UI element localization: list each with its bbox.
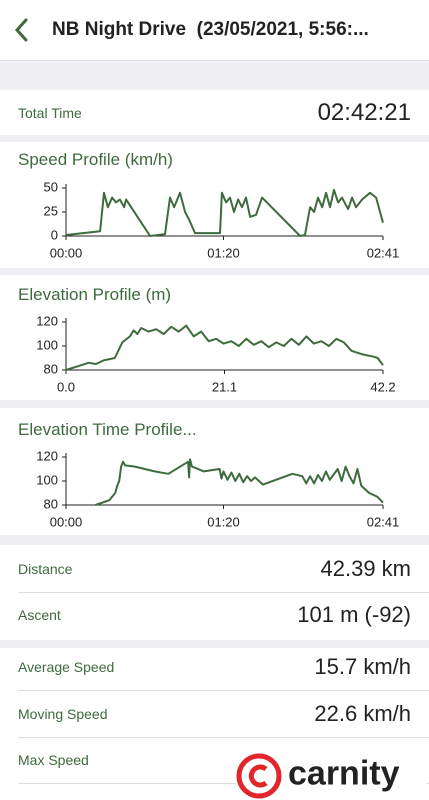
divider — [18, 783, 429, 784]
row-value: 101 m (-92) — [297, 602, 411, 627]
total-time-row: Total Time 02:42:21 — [0, 90, 429, 135]
distance-card: Distance 42.39 km Ascent 101 m (-92) — [0, 545, 429, 640]
divider — [18, 690, 429, 691]
row-label: Moving Speed — [18, 706, 108, 722]
divider — [18, 592, 429, 593]
row-value: 42.39 km — [320, 556, 412, 581]
nav-bar: NB Night Drive (23/05/2021, 5:56:... — [0, 0, 429, 61]
chart-title: Elevation Profile (m) — [18, 285, 172, 304]
back-button[interactable] — [8, 0, 38, 60]
row-label: Average Speed — [18, 659, 115, 675]
row-value: 22.6 km/h — [314, 701, 411, 726]
chart-title: Speed Profile (km/h) — [18, 150, 173, 169]
row-label: Distance — [18, 561, 73, 577]
row-value: 02:42:21 — [317, 99, 411, 126]
row-label: Ascent — [18, 607, 61, 623]
watermark: carnity — [236, 752, 426, 800]
nav-title: NB Night Drive (23/05/2021, 5:56:... — [52, 19, 369, 40]
speed-card: Average Speed 15.7 km/h Moving Speed 22.… — [0, 648, 429, 800]
chart-title: Elevation Time Profile... — [18, 420, 197, 439]
chart-card: Elevation Time Profile... — [0, 408, 429, 535]
row-value: 15.7 km/h — [314, 654, 411, 679]
row-label: Max Speed — [18, 752, 89, 768]
chart-card: Elevation Profile (m) — [0, 275, 429, 400]
watermark-icon — [236, 753, 282, 799]
chart-card: Speed Profile (km/h) — [0, 142, 429, 268]
watermark-text: carnity — [288, 754, 400, 793]
divider — [18, 737, 429, 738]
row-label: Total Time — [18, 105, 82, 121]
